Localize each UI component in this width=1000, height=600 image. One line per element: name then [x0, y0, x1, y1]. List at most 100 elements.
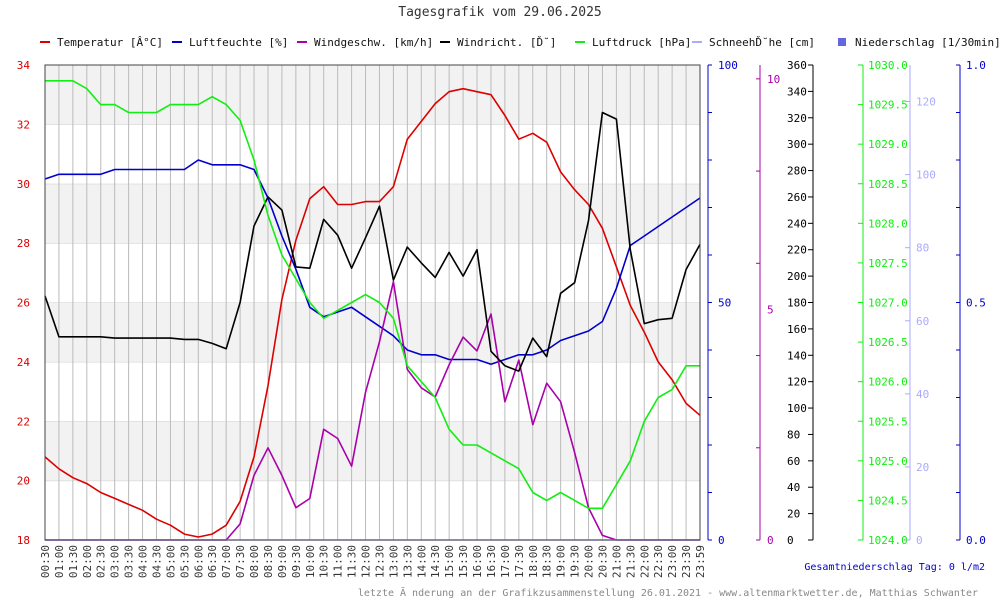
x-tick-label: 14:30 [429, 545, 442, 578]
temperature-tick-label: 22 [17, 415, 30, 428]
x-tick-label: 02:00 [81, 545, 94, 578]
wind-direction-tick-label: 160 [787, 323, 807, 336]
plot-band [45, 361, 700, 422]
temperature-tick-label: 28 [17, 237, 30, 250]
temperature-tick-label: 32 [17, 118, 30, 131]
pressure-tick-label: 1025.0 [868, 455, 908, 468]
wind-direction-tick-label: 0 [787, 534, 794, 547]
pressure-tick-label: 1028.5 [868, 178, 908, 191]
x-tick-label: 17:30 [513, 545, 526, 578]
legend-item: Windgeschw. [km/h] [297, 36, 433, 49]
x-tick-label: 02:30 [95, 545, 108, 578]
pressure-tick-label: 1027.5 [868, 257, 908, 270]
x-tick-label: 15:30 [457, 545, 470, 578]
x-tick-label: 06:30 [206, 545, 219, 578]
wind-direction-tick-label: 60 [787, 455, 800, 468]
x-tick-label: 03:30 [123, 545, 136, 578]
legend-item: Temperatur [Â°C] [40, 36, 163, 49]
x-tick-label: 22:30 [652, 545, 665, 578]
snow-axis: 0 20 40 60 80 100 120 [905, 65, 936, 547]
x-tick-label: 07:30 [234, 545, 247, 578]
pressure-tick-label: 1029.0 [868, 138, 908, 151]
x-tick-label: 06:00 [192, 545, 205, 578]
credit-text: letzte Ă nderung an der Grafikzusammenst… [358, 586, 978, 599]
x-tick-label: 03:00 [109, 545, 122, 578]
legend-item: Windricht. [Ď˘] [440, 36, 556, 49]
plot-band [45, 124, 700, 184]
x-tick-label: 18:00 [527, 545, 540, 578]
plot-band [45, 183, 700, 244]
x-tick-label: 07:00 [220, 545, 233, 578]
legend-item: Niederschlag [1/30min] [838, 36, 1000, 49]
temperature-tick-label: 18 [17, 534, 30, 547]
humidity-axis: 0 50 100 [707, 59, 738, 547]
x-tick-label: 04:30 [150, 545, 163, 578]
temperature-tick-label: 30 [17, 178, 30, 191]
x-tick-label: 05:00 [164, 545, 177, 578]
x-tick-label: 04:00 [137, 545, 150, 578]
x-tick-label: 09:30 [290, 545, 303, 578]
wind-direction-tick-label: 120 [787, 376, 807, 389]
series-line-wind-direction [44, 111, 701, 372]
precipitation-tick-label: 0.0 [966, 534, 986, 547]
legend-label: Temperatur [Â°C] [57, 36, 163, 49]
plot-band [45, 65, 700, 125]
legend-label: Niederschlag [1/30min] [855, 36, 1000, 49]
x-tick-label: 20:00 [583, 545, 596, 578]
x-tick-label: 01:30 [67, 545, 80, 578]
x-tick-label: 10:00 [304, 545, 317, 578]
x-tick-label: 22:00 [638, 545, 651, 578]
pressure-tick-label: 1024.5 [868, 494, 908, 507]
wind-speed-axis: 0 5 10 [756, 65, 780, 547]
x-tick-label: 08:00 [248, 545, 261, 578]
total-precipitation-label: Gesamtniederschlag Tag: 0 l/m2 [804, 562, 985, 573]
x-tick-label: 01:00 [53, 545, 66, 578]
x-tick-label: 23:00 [666, 545, 679, 578]
precipitation-tick-label: 0.5 [966, 297, 986, 310]
vertical-gridlines [44, 65, 701, 540]
wind-direction-tick-label: 320 [787, 112, 807, 125]
snow-tick-label: 0 [916, 534, 923, 547]
right-axes: 0501000510020406080100120140160180200220… [707, 59, 986, 547]
wind-direction-tick-label: 200 [787, 270, 807, 283]
legend-item: Luftfeuchte [%] [172, 36, 288, 49]
temperature-tick-label: 20 [17, 475, 30, 488]
x-tick-label: 00:30 [39, 545, 52, 578]
x-tick-label: 12:00 [360, 545, 373, 578]
x-tick-label: 19:30 [569, 545, 582, 578]
plot-band [45, 421, 700, 481]
pressure-tick-label: 1024.0 [868, 534, 908, 547]
x-tick-label: 13:30 [401, 545, 414, 578]
x-tick-label: 23:59 [694, 545, 707, 578]
wind-direction-tick-label: 80 [787, 428, 800, 441]
x-tick-label: 11:30 [346, 545, 359, 578]
wind-direction-tick-label: 340 [787, 85, 807, 98]
wind-direction-tick-label: 180 [787, 297, 807, 310]
wind-direction-tick-label: 360 [787, 59, 807, 72]
x-tick-label: 23:30 [680, 545, 693, 578]
wind-direction-tick-label: 240 [787, 217, 807, 230]
x-tick-label: 21:30 [624, 545, 637, 578]
wind-direction-tick-label: 260 [787, 191, 807, 204]
wind-direction-tick-label: 20 [787, 508, 800, 521]
pressure-axis: 1024.0 1024.5 1025.0 1025.5 1026.0 1026.5 1027… [858, 59, 908, 547]
wind-direction-tick-label: 100 [787, 402, 807, 415]
legend-item: SchneehĎ˘he [cm] [692, 36, 815, 49]
plot-frame [44, 64, 701, 541]
legend-item: Luftdruck [hPa] [575, 36, 691, 49]
snow-tick-label: 60 [916, 315, 929, 328]
x-axis-ticks: 00:30 01:00 01:30 02:00 02:30 03:00 03:30 04:00… [39, 545, 707, 578]
legend-label: SchneehĎ˘he [cm] [709, 36, 815, 49]
x-tick-label: 10:30 [318, 545, 331, 578]
pressure-tick-label: 1029.5 [868, 99, 908, 112]
x-tick-label: 19:00 [555, 545, 568, 578]
precipitation-tick-label: 1.0 [966, 59, 986, 72]
x-tick-label: 16:00 [471, 545, 484, 578]
snow-tick-label: 120 [916, 96, 936, 109]
pressure-tick-label: 1030.0 [868, 59, 908, 72]
x-tick-label: 08:30 [262, 545, 275, 578]
pressure-tick-label: 1028.0 [868, 217, 908, 230]
plot-band [45, 480, 700, 540]
plot-band [45, 243, 700, 303]
